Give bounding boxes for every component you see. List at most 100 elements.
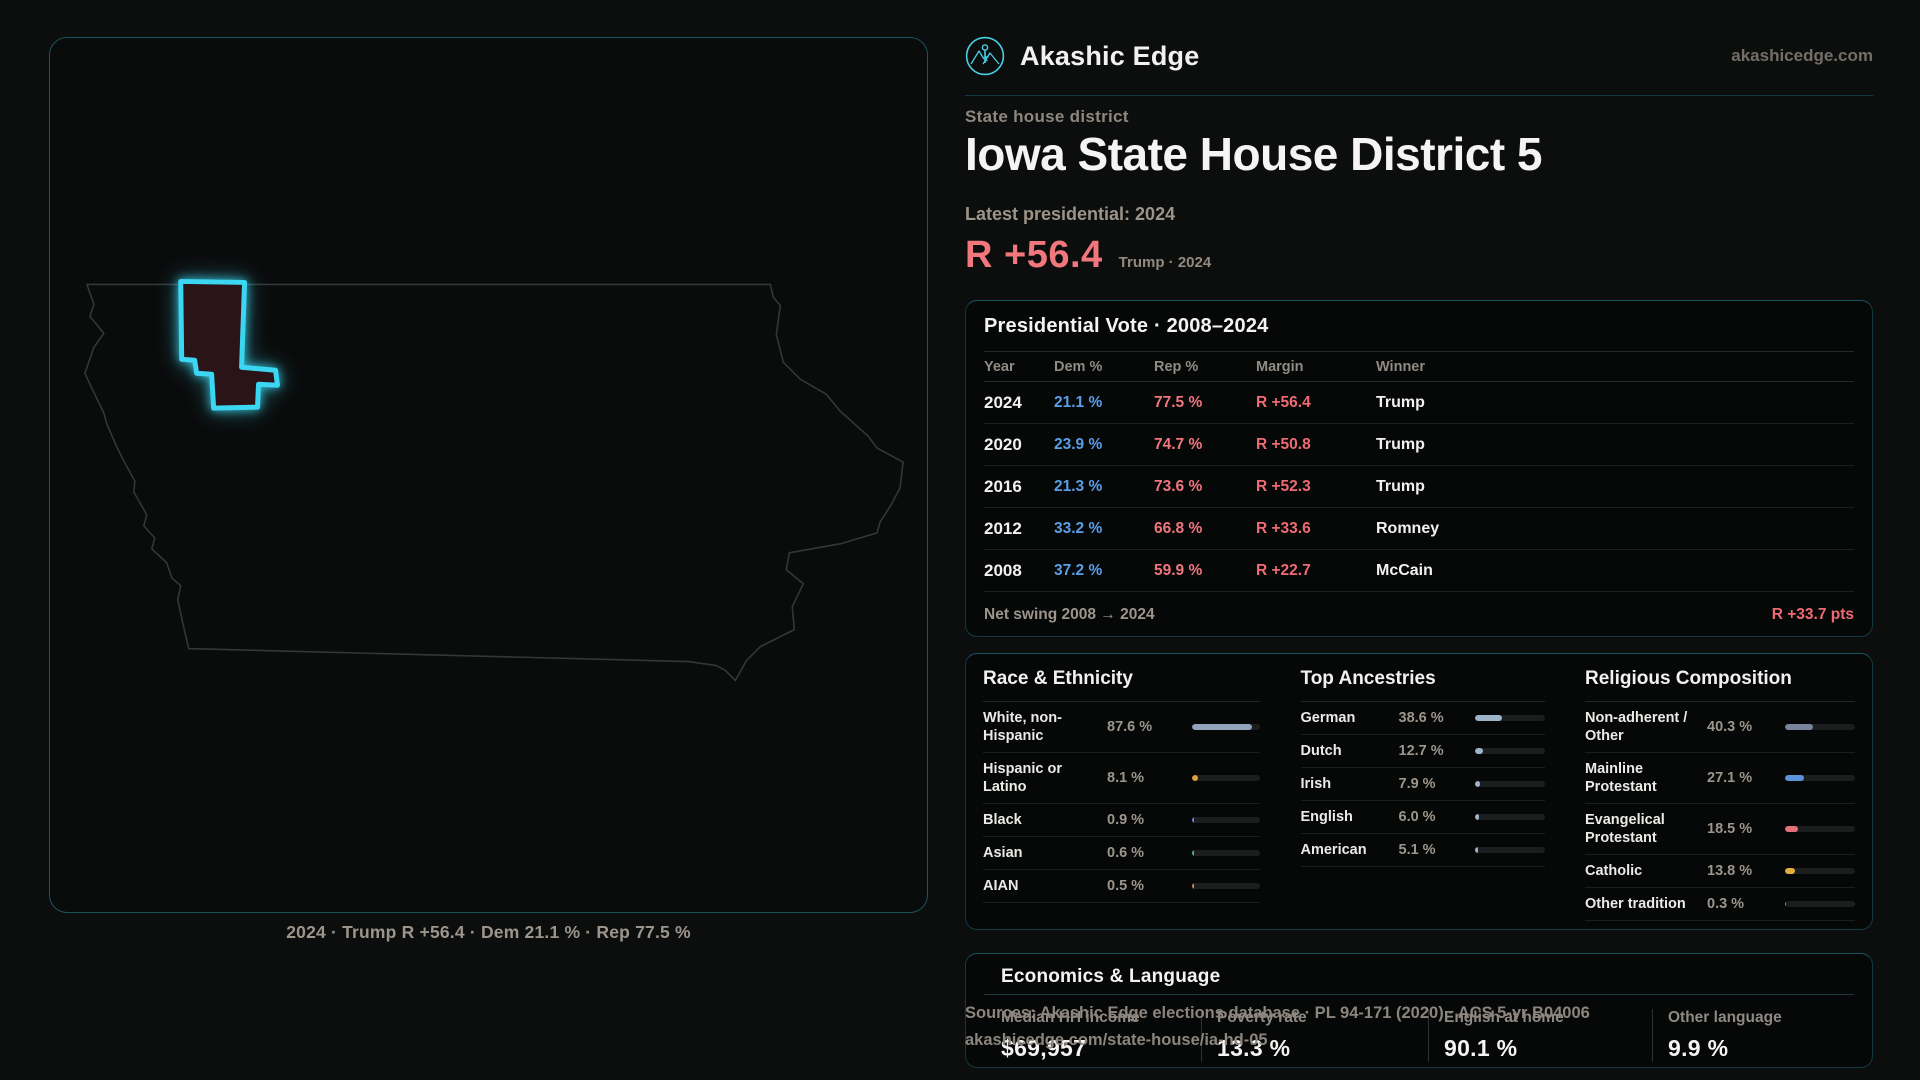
demo-value: 87.6 % <box>1107 719 1153 735</box>
race-ethnicity-title: Race & Ethnicity <box>983 668 1260 702</box>
top-ancestries-title: Top Ancestries <box>1300 668 1545 702</box>
demo-value: 7.9 % <box>1398 776 1436 792</box>
demo-value: 13.8 % <box>1707 863 1753 879</box>
permalink[interactable]: akashicedge.com/state-house/ia-hd-05 <box>965 1031 1268 1049</box>
rep-cell: 77.5 % <box>1154 393 1203 411</box>
demo-value: 6.0 % <box>1398 809 1436 825</box>
demo-label: Irish <box>1300 776 1332 792</box>
demographics-card: Race & Ethnicity White, non-Hispanic 87.… <box>965 653 1873 930</box>
demo-row: German 38.6 % <box>1300 702 1545 735</box>
year-cell: 2020 <box>984 434 1022 454</box>
demo-label: AIAN <box>983 878 1019 894</box>
demo-label: Black <box>983 812 1022 828</box>
demo-value: 40.3 % <box>1707 719 1753 735</box>
year-cell: 2024 <box>984 392 1022 412</box>
table-row: 2016 21.3 % 73.6 % R +52.3 Trump <box>984 466 1854 508</box>
brand-name: Akashic Edge <box>1020 40 1200 71</box>
page-title: Iowa State House District 5 <box>965 128 1543 180</box>
margin-cell: R +22.7 <box>1256 561 1311 579</box>
stat-label: Median HH income <box>1001 1009 1140 1026</box>
akashic-emblem-icon[interactable] <box>965 36 1005 76</box>
stat-bar <box>1474 814 1545 820</box>
demo-row: Dutch 12.7 % <box>1300 735 1545 768</box>
demo-label: German <box>1300 710 1356 726</box>
stat-bar <box>1474 715 1545 721</box>
race-ethnicity-column: Race & Ethnicity White, non-Hispanic 87.… <box>983 668 1260 921</box>
stat-bar <box>1785 868 1855 874</box>
headline-margin-value: R +56.4 <box>965 234 1103 276</box>
religious-composition-column: Religious Composition Non-adherent / Oth… <box>1585 668 1855 921</box>
stat-value: 13.3 % <box>1217 1035 1291 1061</box>
headline-margin-block: R +56.4 Trump · 2024 <box>965 234 1211 276</box>
margin-cell: R +50.8 <box>1256 435 1311 453</box>
stat-bar <box>1192 883 1260 889</box>
stat-label: English at home <box>1444 1009 1564 1026</box>
demo-row: Mainline Protestant 27.1 % <box>1585 753 1855 804</box>
margin-cell: R +56.4 <box>1256 393 1311 411</box>
stat-bar <box>1192 817 1260 823</box>
dem-cell: 37.2 % <box>1054 561 1103 579</box>
margin-cell: R +33.6 <box>1256 519 1311 537</box>
year-cell: 2008 <box>984 560 1022 580</box>
demo-value: 0.6 % <box>1107 845 1145 861</box>
demo-value: 12.7 % <box>1398 743 1444 759</box>
demo-label: Non-adherent / Other <box>1585 710 1688 744</box>
demo-label: American <box>1300 842 1367 858</box>
stat-bar <box>1192 775 1260 781</box>
demo-value: 0.9 % <box>1107 812 1145 828</box>
stat-bar <box>1785 826 1855 832</box>
stat-bar <box>1192 724 1260 730</box>
demo-row: White, non-Hispanic 87.6 % <box>983 702 1260 753</box>
demo-row: Asian 0.6 % <box>983 837 1260 870</box>
col-header-year: Year <box>984 358 1015 375</box>
map-caption: 2024 · Trump R +56.4 · Dem 21.1 % · Rep … <box>286 922 691 942</box>
demo-label: Other tradition <box>1585 896 1686 912</box>
winner-cell: McCain <box>1376 561 1433 579</box>
stat-bar <box>1474 847 1545 853</box>
iowa-map <box>84 278 904 682</box>
stat-value: 90.1 % <box>1444 1035 1518 1061</box>
stat-value: 9.9 % <box>1668 1035 1729 1061</box>
demo-value: 18.5 % <box>1707 821 1753 837</box>
demo-label: Hispanic or Latino <box>983 761 1062 795</box>
demographics-columns: Race & Ethnicity White, non-Hispanic 87.… <box>983 668 1855 921</box>
dem-cell: 23.9 % <box>1054 435 1103 453</box>
dem-cell: 21.3 % <box>1054 477 1103 495</box>
demo-label: English <box>1300 809 1353 825</box>
demo-label: Asian <box>983 845 1023 861</box>
demo-row: English 6.0 % <box>1300 801 1545 834</box>
headline-margin-context: Trump · 2024 <box>1118 254 1212 271</box>
winner-cell: Trump <box>1376 435 1425 453</box>
net-swing-label: Net swing 2008 → 2024 <box>984 605 1155 623</box>
presidential-vote-title: Presidential Vote · 2008–2024 <box>984 315 1854 352</box>
stat-label: Other language <box>1668 1009 1782 1026</box>
table-row: 2020 23.9 % 74.7 % R +50.8 Trump <box>984 424 1854 466</box>
demo-value: 27.1 % <box>1707 770 1753 786</box>
demo-row: Non-adherent / Other 40.3 % <box>1585 702 1855 753</box>
district-map-panel <box>49 37 928 913</box>
demo-value: 38.6 % <box>1398 710 1444 726</box>
stat-value: $69,957 <box>1001 1035 1087 1061</box>
winner-cell: Romney <box>1376 519 1440 537</box>
stat-median-income: Median HH income $69,957 <box>1001 1009 1201 1062</box>
col-header-margin: Margin <box>1256 358 1304 375</box>
year-cell: 2016 <box>984 476 1022 496</box>
site-header: Akashic Edge akashicedge.com <box>965 0 1873 76</box>
demo-label: Mainline Protestant <box>1585 761 1657 795</box>
stat-bar <box>1785 901 1855 907</box>
table-header-row: Year Dem % Rep % Margin Winner <box>984 352 1854 382</box>
religious-composition-title: Religious Composition <box>1585 668 1855 702</box>
rep-cell: 59.9 % <box>1154 561 1203 579</box>
brand-domain-link[interactable]: akashicedge.com <box>1731 46 1873 65</box>
demo-value: 8.1 % <box>1107 770 1145 786</box>
demo-row: AIAN 0.5 % <box>983 870 1260 903</box>
demo-label: White, non-Hispanic <box>983 710 1062 744</box>
net-swing-row: Net swing 2008 → 2024 R +33.7 pts <box>984 592 1854 637</box>
demo-row: Other tradition 0.3 % <box>1585 888 1855 921</box>
stat-other-language: Other language 9.9 % <box>1652 1009 1854 1062</box>
stat-bar <box>1474 748 1545 754</box>
stat-bar <box>1192 850 1260 856</box>
latest-presidential-label: Latest presidential: 2024 <box>965 204 1176 224</box>
demo-label: Dutch <box>1300 743 1342 759</box>
district-5-shape[interactable] <box>178 278 280 411</box>
